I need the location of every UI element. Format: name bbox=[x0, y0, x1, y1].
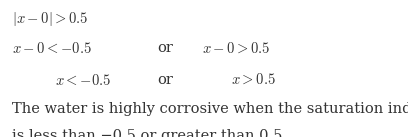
Text: $x - 0 < -0.5$: $x - 0 < -0.5$ bbox=[12, 41, 92, 56]
Text: is less than −0.5 or greater than 0.5.: is less than −0.5 or greater than 0.5. bbox=[12, 129, 287, 137]
Text: or: or bbox=[157, 41, 173, 55]
Text: $|x - 0| > 0.5$: $|x - 0| > 0.5$ bbox=[12, 10, 89, 28]
Text: $x < -0.5$: $x < -0.5$ bbox=[55, 73, 111, 88]
Text: or: or bbox=[157, 73, 173, 87]
Text: The water is highly corrosive when the saturation index: The water is highly corrosive when the s… bbox=[12, 102, 408, 116]
Text: $x - 0 > 0.5$: $x - 0 > 0.5$ bbox=[202, 41, 271, 55]
Text: $x > 0.5$: $x > 0.5$ bbox=[231, 73, 275, 87]
